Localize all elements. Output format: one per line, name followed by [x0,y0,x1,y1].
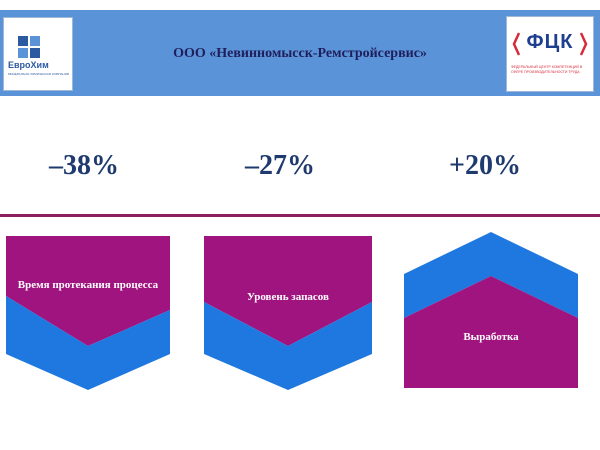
fck-logo-name: ФЦК [526,31,574,53]
page-title: ООО «Невинномысск-Ремстройсервис» [173,46,427,61]
eurochem-logo-subtitle: МИНЕРАЛЬНО-ХИМИЧЕСКАЯ КОМПАНИЯ [8,72,70,76]
metric-value-process-time: –38% [49,150,119,181]
process-time-chevron: Время протекания процесса [6,236,170,390]
eurochem-logo: ЕвроХим МИНЕРАЛЬНО-ХИМИЧЕСКАЯ КОМПАНИЯ [3,17,73,91]
inventory-label: Уровень запасов [247,291,329,303]
header-bar: ЕвроХим МИНЕРАЛЬНО-ХИМИЧЕСКАЯ КОМПАНИЯ О… [0,10,600,96]
eurochem-logo-icon [18,36,40,58]
output-chevron: Выработка [404,232,578,388]
fck-bracket-icon [512,32,588,56]
eurochem-logo-name: ЕвроХим [8,60,49,70]
inventory-chevron: Уровень запасов [204,236,372,390]
section-divider [0,214,600,217]
metric-value-output: +20% [449,150,521,181]
fck-logo-subtitle: ФЕДЕРАЛЬНЫЙ ЦЕНТР КОМПЕТЕНЦИЙ В СФЕРЕ ПР… [511,65,583,74]
output-label: Выработка [463,331,519,343]
fck-logo: ФЦК ФЕДЕРАЛЬНЫЙ ЦЕНТР КОМПЕТЕНЦИЙ В СФЕР… [506,16,594,92]
process-time-label: Время протекания процесса [17,279,159,291]
metric-value-inventory: –27% [245,150,315,181]
